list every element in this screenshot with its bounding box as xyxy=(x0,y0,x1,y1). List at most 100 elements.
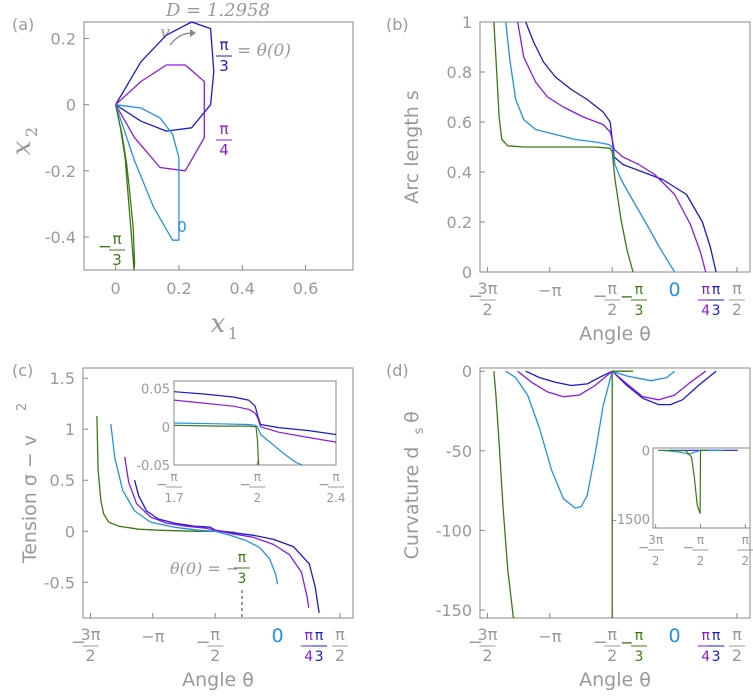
panel-d-xtick-label: −π xyxy=(538,627,561,646)
panel-a-label-pi3-den: 3 xyxy=(219,57,229,75)
panel-d-xtick-label-num: π xyxy=(607,625,617,644)
panel-c-inset-xtick-label-num: π xyxy=(170,470,177,484)
panel-b-label: (b) xyxy=(386,15,409,34)
panel-d-colored-xtick-num: π xyxy=(635,628,644,644)
panel-c-colored-xtick: 0 xyxy=(272,625,284,647)
panel-b-colored-xtick-sign: − xyxy=(620,287,633,306)
panel-d-inset-series-group xyxy=(657,449,738,515)
panel-a-label-neg-pi3-den: 3 xyxy=(112,251,122,269)
panel-b-ytick-label: 1 xyxy=(462,13,472,32)
panel-a-label-pi4-num: π xyxy=(219,120,228,138)
panel-d-inset-xtick-label-sign: − xyxy=(683,540,695,556)
panel-d-ylabel: Curvature d xyxy=(401,447,423,560)
panel-a-ylabel: x xyxy=(7,140,37,155)
panel-a-ytick-label: 0.2 xyxy=(51,30,76,49)
panel-c-inset-series-0 xyxy=(174,391,336,436)
panel-c-annotation-frac-den: 3 xyxy=(238,571,247,587)
panel-a-label-theta0: = θ(0) xyxy=(237,41,291,61)
panel-c-inset-xtick-label-sign: − xyxy=(318,477,330,493)
panel-d-colored-xtick-sign: − xyxy=(620,633,633,652)
panel-c-frame xyxy=(82,367,354,619)
panel-b-ytick-label: 0.2 xyxy=(447,213,472,232)
panel-c-inset-series-group xyxy=(174,391,336,465)
panel-d-inset-frame xyxy=(652,447,751,529)
panel-c-xtick-label: −π xyxy=(141,627,164,646)
panel-d-ytick-label: 0 xyxy=(462,362,472,381)
panel-c-inset-series-1 xyxy=(174,399,336,443)
panel-b-series-3 xyxy=(493,22,634,272)
panel-b-colored-xtick-den: 3 xyxy=(712,303,721,319)
panel-a-xlabel: x xyxy=(211,309,226,339)
panel-d-ylabel-sub: s xyxy=(412,427,427,434)
panel-b-series-1 xyxy=(517,22,707,272)
panel-a-trajectory-0 xyxy=(115,21,215,132)
panel-d-xtick-label-num: 3π xyxy=(478,625,498,644)
panel-c-ylabel-sup: 2 xyxy=(15,403,30,411)
panel-b-ytick-label: 0.6 xyxy=(447,113,472,132)
panel-d-colored-xtick-num: π xyxy=(702,628,711,644)
panel-c-colored-xtick-den: 4 xyxy=(304,649,313,665)
panel-d-label: (d) xyxy=(386,361,409,380)
panel-d-ylabel-group: Curvature d sθ xyxy=(401,411,427,559)
panel-d-colored-xtick-den: 4 xyxy=(701,649,710,665)
panel-a-ylabel-sub: 2 xyxy=(22,127,41,137)
panel-c-ytick-label: 1 xyxy=(65,420,75,439)
panel-b-xtick-label-den: 2 xyxy=(607,300,617,319)
panel-c-ytick-label: -0.5 xyxy=(44,573,75,592)
panel-c-inset-xtick-label-den: 2.4 xyxy=(326,491,345,505)
panel-c-ylabel-group: Tension σ − v 2 xyxy=(15,403,41,564)
panel-d-colored-xtick: 0 xyxy=(669,625,681,647)
panel-b-colored-xtick: 0 xyxy=(669,279,681,301)
panel-d-inset-xtick-label-num: π xyxy=(697,533,704,547)
panel-b-colored-xtick-den: 4 xyxy=(701,303,710,319)
panel-b-xlabel: Angle θ xyxy=(579,323,651,345)
panel-c-inset-ytick-label: 0.05 xyxy=(141,383,170,398)
panel-d-ytick-label: -50 xyxy=(446,442,472,461)
panel-c-inset-xtick-label-sign: − xyxy=(239,477,251,493)
panel-c-inset-xtick-label-den: 1.7 xyxy=(164,491,183,505)
panel-d-ytick-label: -100 xyxy=(436,521,472,540)
panel-d-inset-xtick-label-den: 2 xyxy=(741,554,749,568)
panel-c-ytick-label: 0 xyxy=(65,522,75,541)
panel-d-inset-xtick-label-sign: − xyxy=(638,540,650,556)
panel-a-xtick-label: 0 xyxy=(111,279,121,298)
panel-c-inset-ytick-label: -0.05 xyxy=(136,459,170,474)
panel-d-series-0 xyxy=(525,370,717,406)
panel-c-xtick-label-den: 2 xyxy=(335,646,345,665)
panel-c-series-0 xyxy=(133,480,320,613)
panel-c-xtick-label-num: 3π xyxy=(81,625,101,644)
panel-d-xtick-label-den: 2 xyxy=(607,646,617,665)
panel-d-xtick-label-den: 2 xyxy=(482,646,492,665)
panel-d-colored-xtick-den: 3 xyxy=(712,649,721,665)
panel-d-inset-xtick-label-den: 2 xyxy=(697,554,705,568)
panel-a-velocity-label: v xyxy=(160,23,170,43)
panel-c-inset-xtick-label-sign: − xyxy=(156,477,168,493)
panel-a-ylabel-group: x2 xyxy=(7,127,41,155)
panel-d-xtick-label-num: π xyxy=(732,625,742,644)
panel-d-xtick-label-sign: − xyxy=(468,632,483,653)
panel-d-xtick-label-den: 2 xyxy=(732,646,742,665)
panel-d-inset-xtick-label-den: 2 xyxy=(652,554,660,568)
panel-d-xtick-label-sign: − xyxy=(593,632,608,653)
panel-a-xlabel-sub: 1 xyxy=(228,324,238,343)
panel-c-colored-xtick-num: π xyxy=(315,628,324,644)
panel-a-xtick-label: 0.2 xyxy=(166,279,191,298)
panel-c-ytick-label: 1.5 xyxy=(50,369,75,388)
panel-c-xtick-label-num: π xyxy=(210,625,220,644)
panel-d-series-group xyxy=(493,370,717,618)
panel-c-xtick-label-den: 2 xyxy=(210,646,220,665)
panel-b-colored-xtick-num: π xyxy=(635,282,644,298)
panel-a-frame xyxy=(83,21,354,271)
panel-a-ytick-label: -0.4 xyxy=(45,228,76,247)
panel-a-xtick-label: 0.4 xyxy=(230,279,255,298)
panel-d-inset-ytick-label: 0 xyxy=(642,444,650,459)
panel-a-velocity-arrowhead xyxy=(190,29,196,37)
panel-d-series-2 xyxy=(505,370,676,509)
panel-d-series-4 xyxy=(611,370,633,618)
panel-b-ytick-label: 0.8 xyxy=(447,63,472,82)
panel-b-series-group xyxy=(493,22,717,272)
panel-d-inset-series-2 xyxy=(657,449,708,515)
panel-c-label: (c) xyxy=(12,361,33,380)
panel-a-trajectory-1 xyxy=(115,64,205,172)
